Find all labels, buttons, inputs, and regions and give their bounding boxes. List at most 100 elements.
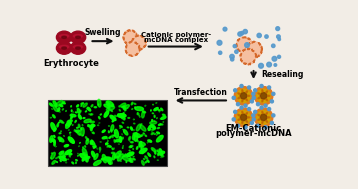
Ellipse shape — [122, 137, 123, 139]
Circle shape — [240, 106, 243, 109]
Ellipse shape — [106, 143, 108, 144]
Ellipse shape — [148, 140, 152, 142]
Ellipse shape — [133, 156, 134, 157]
Ellipse shape — [68, 125, 69, 127]
Ellipse shape — [258, 115, 260, 116]
Ellipse shape — [152, 113, 154, 114]
Ellipse shape — [247, 117, 250, 118]
Ellipse shape — [64, 145, 69, 147]
Ellipse shape — [77, 105, 78, 107]
Circle shape — [247, 108, 251, 111]
Ellipse shape — [122, 106, 124, 108]
Ellipse shape — [131, 127, 132, 130]
Ellipse shape — [157, 150, 159, 152]
Ellipse shape — [77, 127, 78, 128]
Ellipse shape — [52, 140, 53, 141]
Ellipse shape — [129, 145, 133, 148]
Text: Transfection: Transfection — [174, 88, 228, 97]
Ellipse shape — [122, 156, 130, 161]
Ellipse shape — [111, 130, 112, 132]
Ellipse shape — [62, 109, 63, 110]
Ellipse shape — [53, 115, 55, 118]
Ellipse shape — [145, 161, 147, 163]
Ellipse shape — [104, 157, 112, 161]
Ellipse shape — [84, 119, 91, 123]
Ellipse shape — [70, 114, 76, 117]
Ellipse shape — [115, 151, 121, 158]
Ellipse shape — [81, 128, 82, 130]
Circle shape — [240, 93, 247, 99]
Ellipse shape — [111, 125, 114, 131]
Ellipse shape — [55, 104, 57, 105]
Ellipse shape — [54, 135, 55, 137]
Ellipse shape — [54, 142, 55, 143]
Circle shape — [238, 32, 242, 36]
Ellipse shape — [262, 121, 263, 123]
Ellipse shape — [134, 123, 135, 124]
Ellipse shape — [86, 157, 90, 160]
Circle shape — [277, 55, 281, 58]
Ellipse shape — [161, 108, 163, 111]
Ellipse shape — [69, 154, 72, 155]
Ellipse shape — [111, 110, 112, 112]
Ellipse shape — [113, 135, 115, 136]
Ellipse shape — [83, 103, 87, 107]
Ellipse shape — [158, 110, 160, 111]
Ellipse shape — [139, 141, 142, 147]
Ellipse shape — [120, 125, 122, 127]
Ellipse shape — [123, 105, 129, 109]
Ellipse shape — [134, 103, 136, 104]
Ellipse shape — [69, 132, 71, 133]
Ellipse shape — [74, 130, 75, 131]
Ellipse shape — [94, 154, 98, 160]
Ellipse shape — [151, 148, 156, 152]
Circle shape — [234, 108, 253, 127]
Ellipse shape — [142, 111, 146, 113]
Ellipse shape — [139, 142, 145, 145]
Ellipse shape — [122, 117, 125, 120]
Circle shape — [237, 89, 250, 102]
Ellipse shape — [71, 110, 72, 112]
Ellipse shape — [64, 156, 66, 157]
Ellipse shape — [90, 127, 92, 131]
Ellipse shape — [88, 125, 91, 127]
Ellipse shape — [158, 128, 159, 129]
Ellipse shape — [238, 93, 240, 94]
Ellipse shape — [51, 152, 55, 159]
Circle shape — [254, 87, 273, 105]
Circle shape — [252, 118, 255, 121]
Ellipse shape — [100, 114, 101, 115]
Bar — [48, 100, 167, 166]
Ellipse shape — [50, 136, 53, 143]
Ellipse shape — [60, 139, 61, 141]
Polygon shape — [125, 42, 140, 56]
Circle shape — [250, 121, 253, 125]
Ellipse shape — [144, 150, 145, 151]
Ellipse shape — [115, 156, 118, 158]
Ellipse shape — [81, 127, 84, 136]
Ellipse shape — [131, 142, 133, 143]
Circle shape — [232, 118, 235, 121]
Ellipse shape — [159, 124, 161, 125]
Ellipse shape — [58, 108, 60, 112]
Ellipse shape — [147, 160, 149, 162]
Ellipse shape — [108, 107, 110, 110]
Ellipse shape — [51, 123, 55, 131]
Text: polymer-mcDNA: polymer-mcDNA — [215, 129, 292, 138]
Ellipse shape — [50, 139, 55, 141]
Ellipse shape — [115, 115, 116, 117]
Ellipse shape — [142, 151, 144, 154]
Ellipse shape — [76, 112, 77, 113]
Ellipse shape — [85, 146, 86, 147]
Circle shape — [243, 29, 247, 34]
Ellipse shape — [87, 107, 91, 111]
Ellipse shape — [119, 106, 120, 107]
Circle shape — [256, 103, 260, 106]
Ellipse shape — [72, 162, 74, 164]
Ellipse shape — [60, 120, 63, 123]
Ellipse shape — [266, 120, 267, 122]
Ellipse shape — [127, 127, 129, 128]
Ellipse shape — [94, 107, 97, 108]
Ellipse shape — [158, 155, 159, 156]
Circle shape — [237, 103, 240, 106]
